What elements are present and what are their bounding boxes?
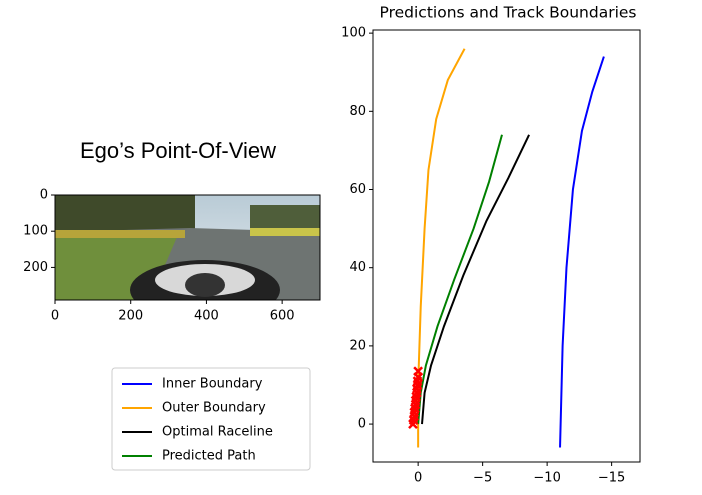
legend-label: Optimal Raceline [162,425,273,440]
legend-label: Predicted Path [162,449,256,464]
legend-box [111,367,311,471]
camera-image [55,195,320,300]
x-tick-label: 0 [414,471,422,486]
y-tick-label: 100 [23,224,48,239]
image-frame [54,194,321,301]
marker [413,366,424,377]
line-series [559,56,605,448]
line-series [417,134,503,425]
plot-frame [372,29,641,463]
x-tick-label: 600 [270,309,295,324]
legend-label: Outer Boundary [162,401,266,416]
x-tick-label: 400 [194,309,219,324]
y-tick-label: 200 [23,260,48,275]
y-tick-label: 60 [349,182,366,197]
line-series [421,134,530,425]
x-tick-label: 0 [51,309,59,324]
y-tick-label: 80 [349,104,366,119]
chart-title: Predictions and Track Boundaries [380,4,637,22]
x-tick-label: −10 [533,471,560,486]
x-tick-label: 200 [118,309,143,324]
y-tick-label: 0 [358,417,366,432]
y-tick-label: 20 [349,338,366,353]
x-tick-label: −5 [473,471,492,486]
image-title: Ego’s Point-Of-View [80,138,276,163]
y-tick-label: 100 [341,26,366,41]
y-tick-label: 40 [349,260,366,275]
x-tick-label: −15 [598,471,625,486]
y-tick-label: 0 [40,188,48,203]
legend-label: Inner Boundary [162,377,263,392]
